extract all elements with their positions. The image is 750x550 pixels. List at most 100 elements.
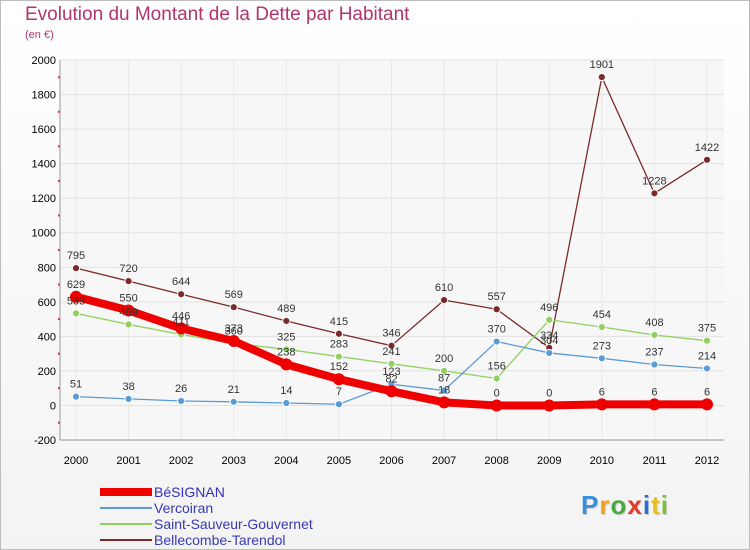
data-label: 0 — [494, 387, 500, 399]
data-point — [492, 305, 501, 314]
minor-tick — [58, 352, 60, 355]
data-label: 200 — [435, 353, 453, 365]
data-label: 6 — [599, 386, 605, 398]
data-point — [387, 341, 396, 350]
data-point — [492, 337, 501, 346]
x-tick-label: 2007 — [432, 455, 456, 467]
data-point — [702, 155, 712, 164]
data-label: 283 — [330, 339, 348, 351]
legend-swatch — [100, 539, 152, 541]
data-label: 0 — [546, 387, 552, 399]
minor-tick — [58, 179, 60, 182]
data-label: 720 — [119, 263, 137, 275]
data-label: 411 — [172, 316, 190, 328]
data-label: 1228 — [642, 175, 666, 187]
data-point — [282, 398, 291, 408]
legend-swatch — [100, 507, 152, 509]
data-point — [439, 295, 449, 305]
y-tick-label: 1400 — [32, 159, 56, 171]
y-tick-label: 1200 — [32, 193, 56, 205]
minor-tick — [58, 421, 60, 424]
data-point — [177, 290, 186, 299]
data-label: 610 — [435, 282, 453, 294]
data-point — [650, 330, 659, 340]
y-tick-label: 2000 — [32, 55, 56, 67]
data-label: 489 — [277, 303, 295, 315]
x-tick-label: 2003 — [222, 455, 246, 467]
chart-subtitle: (en €) — [25, 29, 54, 41]
minor-tick — [58, 110, 60, 113]
data-label: 550 — [119, 292, 137, 304]
data-label: 237 — [645, 347, 663, 359]
x-tick-label: 2000 — [64, 455, 88, 467]
minor-tick — [58, 283, 60, 286]
data-label: 26 — [175, 383, 187, 395]
data-point — [229, 303, 238, 312]
data-label: 408 — [645, 317, 663, 329]
legend-swatch — [100, 523, 152, 525]
data-point — [543, 399, 556, 412]
data-label: 82 — [385, 373, 397, 385]
x-tick-label: 2012 — [695, 455, 719, 467]
data-label: 446 — [172, 310, 190, 322]
data-point — [280, 358, 293, 371]
data-point — [385, 385, 398, 398]
data-label: 1901 — [590, 59, 614, 71]
data-label: 87 — [438, 372, 450, 384]
data-label: 325 — [277, 331, 295, 343]
data-point — [492, 374, 501, 383]
data-point — [439, 386, 449, 395]
data-point — [490, 399, 503, 412]
data-point — [702, 364, 712, 373]
data-point — [124, 320, 133, 329]
data-label: 454 — [593, 309, 611, 321]
data-label: 1422 — [695, 142, 719, 154]
data-label: 569 — [225, 289, 243, 301]
data-point — [650, 189, 659, 198]
y-tick-label: 800 — [38, 262, 56, 274]
data-point — [227, 335, 240, 348]
data-label: 795 — [67, 250, 85, 262]
data-label: 533 — [67, 295, 85, 307]
data-label: 14 — [280, 385, 292, 397]
data-point — [71, 392, 81, 401]
x-tick-label: 2005 — [327, 455, 351, 467]
data-point — [229, 397, 238, 406]
data-point — [545, 348, 554, 358]
data-point — [71, 264, 81, 273]
minor-tick — [58, 387, 60, 390]
x-tick-label: 2002 — [169, 455, 193, 467]
data-point — [332, 373, 345, 386]
data-label: 346 — [382, 328, 400, 340]
data-label: 629 — [67, 279, 85, 291]
data-point — [124, 276, 133, 286]
data-point — [387, 359, 396, 368]
data-point — [334, 352, 344, 361]
data-point — [597, 73, 606, 82]
data-label: 469 — [119, 306, 137, 318]
x-tick-label: 2001 — [116, 455, 140, 467]
data-label: 644 — [172, 276, 190, 288]
minor-tick — [58, 318, 60, 321]
data-label: 6 — [651, 386, 657, 398]
data-point — [701, 398, 713, 411]
data-label: 557 — [487, 291, 505, 303]
data-point — [71, 309, 81, 318]
y-tick-label: 0 — [50, 400, 56, 412]
x-tick-label: 2008 — [484, 455, 508, 467]
data-point — [702, 336, 712, 345]
data-point — [124, 394, 133, 403]
y-tick-label: -200 — [34, 435, 56, 447]
data-label: 415 — [330, 316, 348, 328]
minor-tick — [58, 214, 60, 217]
data-label: 370 — [487, 324, 505, 336]
data-point — [282, 345, 291, 354]
data-label: 304 — [540, 335, 558, 347]
data-point — [122, 304, 135, 317]
x-tick-label: 2006 — [379, 455, 403, 467]
data-label: 214 — [698, 350, 716, 362]
y-tick-label: 400 — [38, 331, 56, 343]
data-label: 273 — [593, 340, 611, 352]
data-point — [334, 329, 344, 338]
y-tick-label: 1800 — [32, 90, 56, 102]
